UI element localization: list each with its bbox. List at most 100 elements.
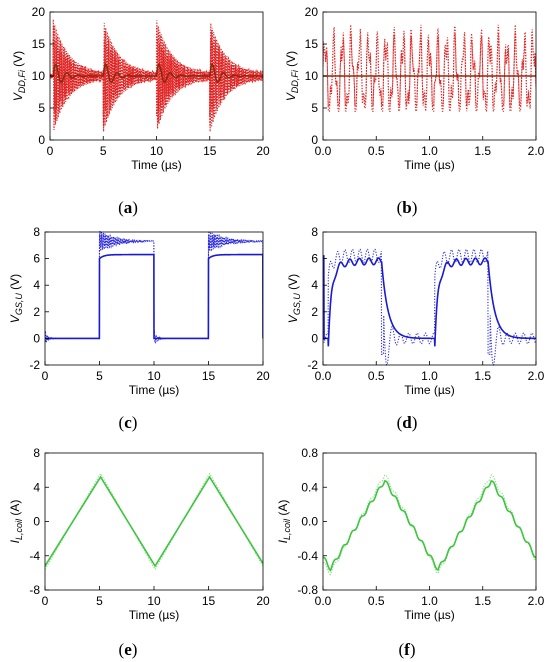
y-tick-label: 4 <box>33 480 40 494</box>
x-tick-label: 2.0 <box>528 144 545 158</box>
y-tick-label: 20 <box>32 5 46 19</box>
x-tick-label: 1.0 <box>421 594 438 608</box>
series-group-f <box>323 474 536 576</box>
y-tick-label: 8 <box>311 225 318 239</box>
x-axis-label: Time (µs) <box>129 608 179 622</box>
chart-panel-e: 0 5 10 15 20 -8 -4 0 4 8 Time (µs) IL,coil (A) (e) <box>8 446 270 659</box>
x-tick-label: 0 <box>42 594 49 608</box>
series-solid-e-0 <box>45 475 263 568</box>
y-tick-label: 4 <box>311 278 318 292</box>
x-tick-label: 0 <box>42 369 49 383</box>
y-tick-label: 0 <box>311 133 318 147</box>
series-dotted-b-1 <box>323 32 536 107</box>
series-dotted-e-0 <box>45 472 263 571</box>
x-tick-label: 0.0 <box>315 594 332 608</box>
series-dotted-a-2 <box>50 37 263 116</box>
x-tick-label: 5 <box>96 369 103 383</box>
y-tick-label: 2 <box>33 305 40 319</box>
y-axis-label: VGS,U (V) <box>8 274 24 323</box>
x-tick-label: 20 <box>256 369 270 383</box>
y-tick-label: 0 <box>311 331 318 345</box>
x-tick-label: 0.0 <box>315 369 332 383</box>
y-tick-label: 2 <box>311 305 318 319</box>
x-axis-label: Time (µs) <box>131 158 181 172</box>
chart-panel-d: 0.0 0.5 1.0 1.5 2.0 -2 0 2 4 6 8 Time (µs) VGS,U (V)… <box>286 225 545 432</box>
y-tick-label: -2 <box>29 358 40 372</box>
y-tick-label: 0 <box>33 515 40 529</box>
chart-panel-a: 0 5 10 15 20 0 5 10 15 20 Time (µs) VDD,Fi (V) (a) <box>11 5 270 217</box>
y-tick-label: 10 <box>32 69 46 83</box>
y-tick-label: 5 <box>38 101 45 115</box>
y-tick-label: 8 <box>33 446 40 460</box>
x-axis-label: Time (µs) <box>404 158 454 172</box>
y-tick-label: 5 <box>311 101 318 115</box>
y-tick-label: 0.8 <box>301 446 318 460</box>
y-tick-label: 8 <box>33 225 40 239</box>
panel-label-e: (e) <box>119 640 138 659</box>
x-tick-label: 1.0 <box>421 144 438 158</box>
panel-label-a: (a) <box>118 198 138 217</box>
x-tick-label: 10 <box>147 594 161 608</box>
y-tick-label: 10 <box>305 69 319 83</box>
x-tick-label: 0.0 <box>315 144 332 158</box>
y-axis-label: VDD,Fi (V) <box>284 51 300 101</box>
y-tick-label: -2 <box>307 358 318 372</box>
y-tick-label: 4 <box>33 278 40 292</box>
y-tick-label: 15 <box>305 37 319 51</box>
y-tick-label: 6 <box>33 252 40 266</box>
y-tick-label: 0 <box>38 133 45 147</box>
x-tick-label: 5 <box>96 594 103 608</box>
panel-label-d: (d) <box>397 413 418 432</box>
plot-frame-f <box>322 452 537 591</box>
x-tick-label: 2.0 <box>528 369 545 383</box>
y-tick-label: -0.8 <box>297 583 318 597</box>
x-tick-label: 15 <box>202 594 216 608</box>
y-tick-label: 0 <box>33 331 40 345</box>
y-tick-label: -8 <box>29 583 40 597</box>
x-tick-label: 15 <box>203 144 217 158</box>
x-tick-label: 20 <box>256 594 270 608</box>
y-tick-label: 15 <box>32 37 46 51</box>
x-tick-label: 2.0 <box>528 594 545 608</box>
y-tick-label: -0.4 <box>297 549 318 563</box>
x-axis-label: Time (µs) <box>404 383 454 397</box>
series-group-d <box>323 248 536 366</box>
plot-frame-e <box>44 452 264 591</box>
series-solid-f-0 <box>323 479 536 572</box>
panel-label-b: (b) <box>397 198 418 217</box>
x-tick-label: 0 <box>47 144 54 158</box>
series-group-e <box>45 472 263 571</box>
series-dotted-d-0 <box>323 248 536 366</box>
series-dotted-f-0 <box>323 474 536 576</box>
chart-panel-f: 0.0 0.5 1.0 1.5 2.0 -0.8 -0.4 0.0 0.4 0.8 Time (µs… <box>276 446 545 659</box>
x-tick-label: 0.5 <box>368 144 385 158</box>
series-group-a <box>50 19 263 132</box>
y-tick-label: 6 <box>311 252 318 266</box>
x-axis-label: Time (µs) <box>129 383 179 397</box>
y-axis-label: VDD,Fi (V) <box>11 51 27 101</box>
y-tick-label: -4 <box>29 549 40 563</box>
x-tick-label: 0.5 <box>368 369 385 383</box>
y-tick-label: 0.4 <box>301 480 318 494</box>
chart-panel-b: 0.0 0.5 1.0 1.5 2.0 0 5 10 15 20 Time (µs) VDD,Fi (… <box>284 5 545 217</box>
series-solid-d-0 <box>323 255 536 347</box>
x-tick-label: 1.5 <box>474 594 491 608</box>
x-tick-label: 10 <box>147 369 161 383</box>
y-axis-label: VGS,U (V) <box>286 274 302 323</box>
series-group-b <box>323 24 536 113</box>
x-tick-label: 1.0 <box>421 369 438 383</box>
x-tick-label: 0.5 <box>368 594 385 608</box>
x-tick-label: 1.5 <box>474 144 491 158</box>
x-axis-label: Time (µs) <box>404 608 454 622</box>
y-axis-label: IL,coil (A) <box>276 500 292 544</box>
x-tick-label: 10 <box>150 144 164 158</box>
series-group-c <box>45 231 263 344</box>
panel-label-f: (f) <box>398 640 415 659</box>
x-tick-label: 1.5 <box>474 369 491 383</box>
panel-label-c: (c) <box>119 413 138 432</box>
plot-frame-d <box>322 231 537 366</box>
series-solid-a-0 <box>50 63 263 83</box>
x-tick-label: 15 <box>202 369 216 383</box>
